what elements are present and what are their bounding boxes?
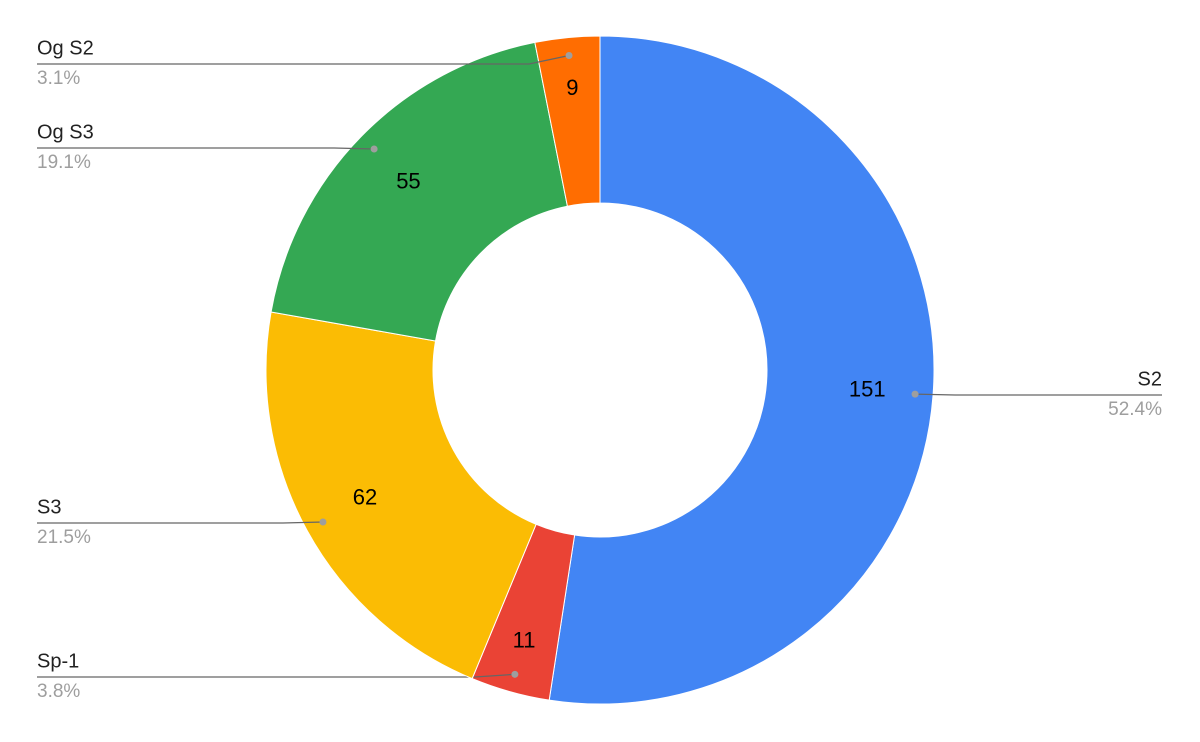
donut-slice (265, 311, 537, 680)
leader-line (37, 673, 515, 678)
leader-line (37, 521, 323, 524)
leader-dot (370, 145, 378, 153)
leader-dot (319, 518, 327, 526)
leader-dot (911, 390, 919, 398)
leader-dot (565, 52, 573, 60)
data-label: 11 (513, 627, 536, 652)
legend-label: S2 (1138, 368, 1162, 390)
donut-slice (534, 35, 601, 207)
percent-label: 3.8% (37, 681, 80, 702)
leader-dot (511, 670, 519, 678)
data-label: 151 (849, 376, 886, 401)
legend-label: Og S3 (37, 121, 94, 143)
data-label: 9 (566, 75, 578, 100)
percent-label: 19.1% (37, 152, 91, 173)
donut-slice (548, 35, 935, 705)
donut-slice (270, 41, 569, 342)
leader-line (915, 393, 1162, 396)
legend-label: S3 (37, 496, 61, 518)
percent-label: 52.4% (1108, 399, 1162, 420)
legend-label: Sp-1 (37, 650, 79, 672)
data-label: 55 (396, 168, 420, 193)
leader-line (37, 54, 570, 65)
percent-label: 3.1% (37, 68, 80, 89)
leader-line (37, 147, 375, 150)
data-label: 62 (353, 485, 377, 510)
percent-label: 21.5% (37, 527, 91, 548)
legend-label: Og S2 (37, 37, 94, 59)
